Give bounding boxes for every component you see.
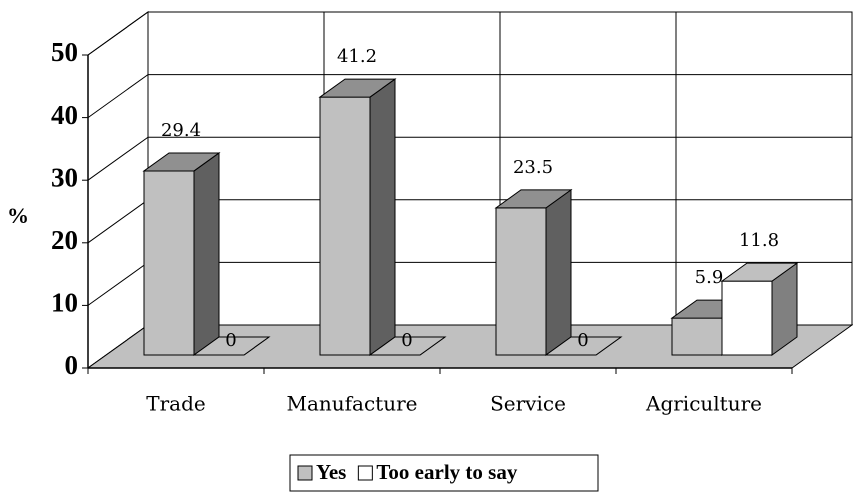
x-tick-label: Trade [146, 392, 205, 416]
bar-side [193, 151, 220, 356]
y-tick-label: 10 [51, 288, 78, 318]
y-axis-label: % [7, 203, 29, 228]
y-tick-label: 30 [51, 162, 78, 192]
x-tick-label: Service [490, 392, 566, 416]
bar-top [494, 189, 573, 209]
value-label: 5.9 [695, 267, 724, 288]
bar-side [369, 78, 396, 356]
bar-top [318, 78, 397, 98]
bar [192, 336, 271, 356]
legend-label: Too early to say [376, 460, 517, 484]
x-tick-label: Manufacture [286, 392, 417, 416]
grid-line [87, 74, 852, 119]
y-tick-label: 50 [51, 37, 78, 67]
bar [318, 78, 397, 356]
y-tick-label: 0 [65, 350, 79, 380]
value-label: 0 [401, 330, 412, 351]
bar-front [143, 170, 195, 356]
legend-label: Yes [316, 460, 346, 484]
bar-front [721, 280, 773, 356]
bar-top [720, 262, 799, 282]
bar [142, 151, 221, 356]
value-label: 29.4 [161, 120, 201, 141]
value-label: 0 [577, 330, 588, 351]
bar-top [192, 336, 271, 356]
value-label: 11.8 [739, 230, 779, 251]
bar-front [495, 207, 547, 356]
bar-top [368, 336, 447, 356]
x-tick-label: Agriculture [645, 392, 762, 416]
value-label: 41.2 [337, 46, 377, 67]
bar-top [544, 336, 623, 356]
y-tick-label: 20 [51, 225, 78, 255]
value-label: 0 [225, 330, 236, 351]
bar-front [319, 96, 371, 356]
y-tick-label: 40 [51, 100, 78, 130]
bar [544, 336, 623, 356]
legend: Yes Too early to say [289, 454, 599, 492]
bar-front [671, 317, 723, 356]
bar [720, 262, 799, 356]
bar [368, 336, 447, 356]
bar [494, 188, 573, 356]
legend-swatch [297, 465, 313, 481]
bar-top [142, 152, 221, 172]
bar-side [545, 188, 572, 356]
legend-box [289, 454, 599, 492]
legend-swatch [357, 465, 373, 481]
side-wall [87, 11, 149, 369]
grid-line [87, 136, 852, 181]
grid-line [87, 11, 852, 56]
value-label: 23.5 [513, 157, 553, 178]
